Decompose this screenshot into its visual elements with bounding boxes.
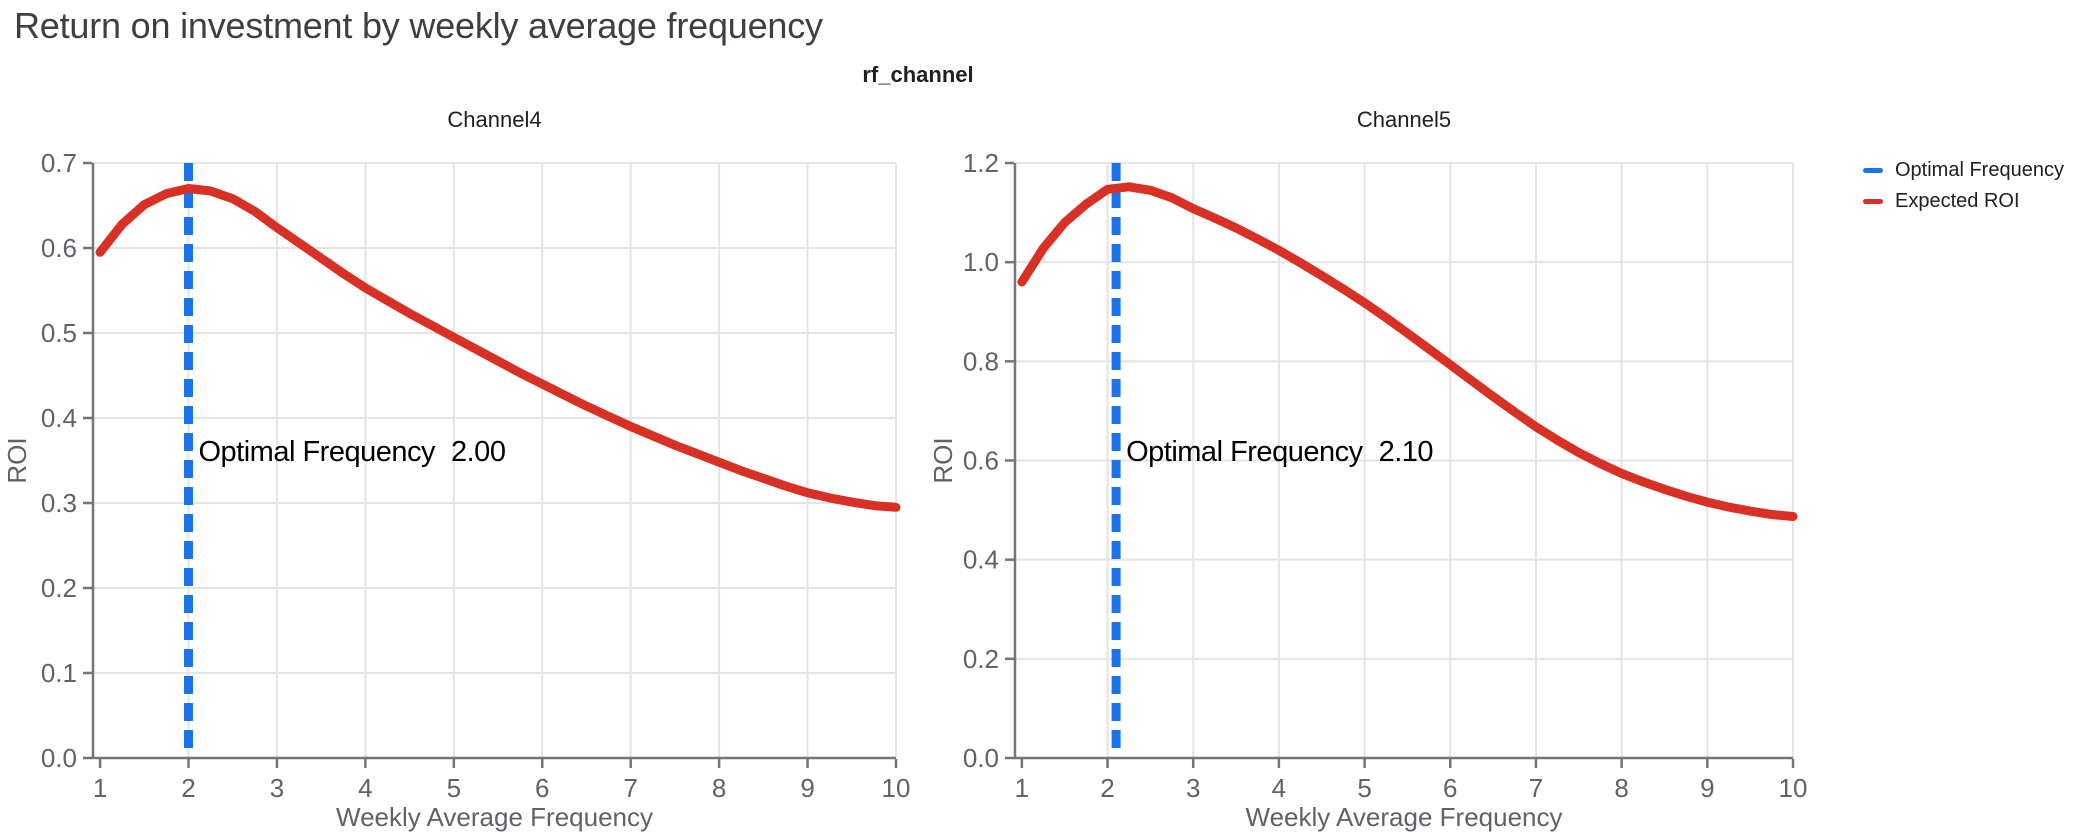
legend-item-expected-roi: Expected ROI <box>1863 189 2064 213</box>
y-axis-label: ROI <box>2 437 32 483</box>
x-tick-label: 1 <box>93 773 107 803</box>
x-tick-label: 3 <box>270 773 284 803</box>
x-tick-label: 3 <box>1186 773 1200 803</box>
x-tick-label: 6 <box>535 773 549 803</box>
optimal-frequency-annotation: Optimal Frequency 2.00 <box>199 436 506 468</box>
legend: Optimal Frequency Expected ROI <box>1863 158 2064 213</box>
legend-item-optimal-frequency: Optimal Frequency <box>1863 158 2064 182</box>
expected-roi-curve <box>95 184 901 512</box>
x-tick-label: 1 <box>1015 773 1029 803</box>
x-tick-label: 7 <box>623 773 637 803</box>
x-tick-label: 4 <box>1272 773 1286 803</box>
y-axis-label: ROI <box>928 437 958 483</box>
x-tick-label: 8 <box>712 773 726 803</box>
optimal-frequency-annotation: Optimal Frequency 2.10 <box>1126 436 1433 468</box>
y-tick-label: 0.0 <box>963 743 999 773</box>
y-tick-label: 0.5 <box>41 318 77 348</box>
x-tick-label: 9 <box>800 773 814 803</box>
y-tick-label: 0.4 <box>41 403 77 433</box>
y-tick-label: 0.4 <box>963 545 999 575</box>
y-tick-label: 0.3 <box>41 488 77 518</box>
subplot-title: Channel5 <box>1357 107 1451 132</box>
x-tick-label: 9 <box>1700 773 1714 803</box>
x-tick-label: 5 <box>1357 773 1371 803</box>
x-tick-label: 5 <box>447 773 461 803</box>
y-tick-label: 1.0 <box>963 247 999 277</box>
legend-label: Optimal Frequency <box>1895 158 2064 181</box>
y-tick-label: 0.8 <box>963 346 999 376</box>
x-tick-label: 2 <box>181 773 195 803</box>
y-tick-label: 0.1 <box>41 658 77 688</box>
x-axis-label: Weekly Average Frequency <box>1246 802 1563 832</box>
optimal-frequency-swatch-icon <box>1863 167 1883 173</box>
y-tick-label: 1.2 <box>963 148 999 178</box>
subplot-title: Channel4 <box>447 107 541 132</box>
y-tick-label: 0.6 <box>41 233 77 263</box>
y-tick-label: 0.2 <box>963 644 999 674</box>
page-title: Return on investment by weekly average f… <box>14 5 823 46</box>
x-axis-label: Weekly Average Frequency <box>336 802 653 832</box>
expected-roi-curve <box>1017 182 1798 521</box>
y-tick-label: 0.2 <box>41 573 77 603</box>
x-tick-label: 4 <box>358 773 372 803</box>
x-tick-label: 10 <box>882 773 911 803</box>
x-tick-label: 7 <box>1529 773 1543 803</box>
x-tick-label: 6 <box>1443 773 1457 803</box>
y-tick-label: 0.6 <box>963 446 999 476</box>
y-tick-label: 0.7 <box>41 148 77 178</box>
x-tick-label: 8 <box>1614 773 1628 803</box>
expected-roi-swatch-icon <box>1863 198 1883 204</box>
legend-label: Expected ROI <box>1895 189 2020 212</box>
facet-label: rf_channel <box>862 62 974 87</box>
y-tick-label: 0.0 <box>41 743 77 773</box>
x-tick-label: 10 <box>1779 773 1808 803</box>
x-tick-label: 2 <box>1100 773 1114 803</box>
